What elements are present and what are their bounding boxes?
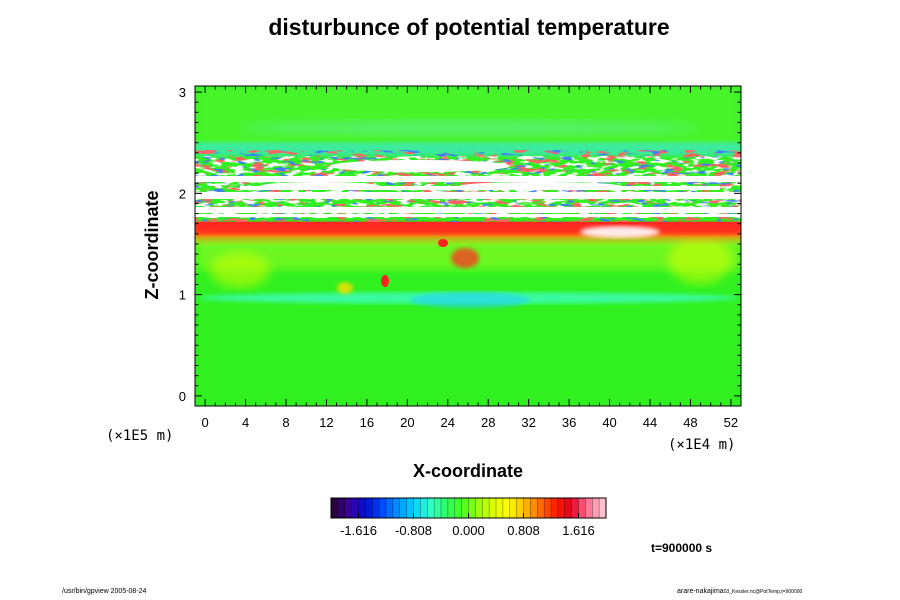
colorbar-segment xyxy=(578,498,586,518)
colorbar-segment xyxy=(365,498,373,518)
colorbar-segment xyxy=(358,498,366,518)
colorbar-segment xyxy=(571,498,579,518)
colorbar-segment xyxy=(592,498,600,518)
y-tick-label: 2 xyxy=(179,186,186,201)
colorbar-segment xyxy=(516,498,524,518)
colorbar-segment xyxy=(557,498,566,518)
colorbar-segment xyxy=(372,498,380,518)
y-tick-label: 1 xyxy=(179,288,186,303)
colorbar-segment xyxy=(344,498,352,518)
x-tick-label: 20 xyxy=(400,415,414,430)
colorbar-segment xyxy=(461,498,469,518)
colorbar-segment xyxy=(454,498,462,518)
colorbar-tick-label: -0.808 xyxy=(395,523,432,538)
colorbar-segment xyxy=(441,498,449,518)
y-axis-title: Z-coordinate xyxy=(142,190,162,299)
x-tick-label: 44 xyxy=(643,415,657,430)
colorbar-segment xyxy=(392,498,401,518)
x-axis: 0 4 8 12 16 20 24 28 32 36 40 44 48 52 xyxy=(201,86,738,430)
colorbar-tick-label: 0.000 xyxy=(452,523,485,538)
x-tick-label: 32 xyxy=(521,415,535,430)
colorbar-segment xyxy=(537,498,545,518)
x-scale-label: (×1E4 m) xyxy=(668,437,735,453)
x-tick-label: 24 xyxy=(441,415,455,430)
colorbar-segment xyxy=(386,498,394,518)
x-tick-label: 8 xyxy=(282,415,289,430)
footer-right-main: arare-nakajima xyxy=(677,588,724,595)
colorbar-segment xyxy=(468,498,476,518)
colorbar-segment xyxy=(599,498,607,518)
x-tick-label: 4 xyxy=(242,415,249,430)
footer-right: arare-nakajima03_Kessler.nc@PotTemp,t=90… xyxy=(677,588,802,595)
x-tick-label: 12 xyxy=(319,415,333,430)
footer-right-small: 03_Kessler.nc@PotTemp,t=900000 xyxy=(723,589,803,595)
time-label: t=900000 s xyxy=(651,541,713,555)
x-tick-label: 40 xyxy=(602,415,616,430)
colorbar-segment xyxy=(585,498,593,518)
y-axis: 0 1 2 3 xyxy=(179,85,741,404)
footer-left: /usr/bin/gpview 2005-08-24 xyxy=(62,588,147,595)
x-tick-label: 0 xyxy=(201,415,208,430)
colorbar-tick-label: 1.616 xyxy=(562,523,595,538)
colorbar-segment xyxy=(379,498,387,518)
y-scale-label: (×1E5 m) xyxy=(106,428,173,444)
colorbar-segment xyxy=(523,498,531,518)
colorbar-segment xyxy=(509,498,517,518)
x-tick-label: 52 xyxy=(724,415,738,430)
colorbar-segment xyxy=(399,498,407,518)
colorbar-segment xyxy=(434,498,442,518)
y-tick-label: 0 xyxy=(179,389,186,404)
colorbar-segment xyxy=(351,498,359,518)
x-tick-label: 36 xyxy=(562,415,576,430)
colorbar-segment xyxy=(482,498,490,518)
x-tick-label: 16 xyxy=(360,415,374,430)
colorbar-segment xyxy=(413,498,421,518)
colorbar-segment xyxy=(489,498,497,518)
x-axis-title: X-coordinate xyxy=(413,461,523,481)
colorbar-segment xyxy=(337,498,346,518)
x-tick-label: 48 xyxy=(683,415,697,430)
colorbar-segment xyxy=(427,498,435,518)
colorbar xyxy=(330,497,607,519)
colorbar-segment xyxy=(331,498,339,518)
colorbar-segment xyxy=(447,498,456,518)
colorbar-segment xyxy=(564,498,572,518)
chart-title: disturbunce of potential temperature xyxy=(268,14,670,40)
colorbar-segment xyxy=(544,498,552,518)
colorbar-segment xyxy=(420,498,428,518)
colorbar-segment xyxy=(530,498,538,518)
x-tick-label: 28 xyxy=(481,415,495,430)
colorbar-ticks: -1.616 -0.808 0.000 0.808 1.616 xyxy=(340,513,595,538)
colorbar-segment xyxy=(496,498,504,518)
colorbar-segment xyxy=(475,498,483,518)
colorbar-tick-label: -1.616 xyxy=(340,523,377,538)
colorbar-segment xyxy=(406,498,414,518)
y-tick-label: 3 xyxy=(179,85,186,100)
colorbar-segment xyxy=(551,498,559,518)
colorbar-segment xyxy=(502,498,511,518)
heatmap-field xyxy=(195,86,741,406)
colorbar-tick-label: 0.808 xyxy=(507,523,540,538)
